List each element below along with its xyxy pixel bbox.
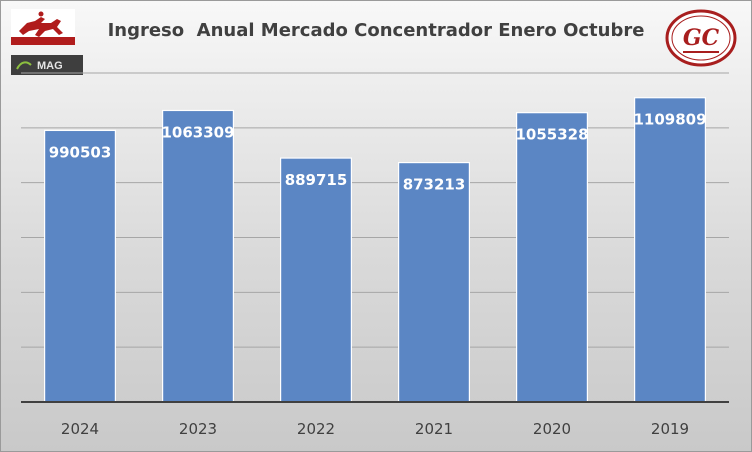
bar-2020 bbox=[515, 112, 588, 403]
bar-2023 bbox=[162, 109, 235, 403]
bar-2022 bbox=[280, 157, 353, 403]
x-tick-label-2023: 2023 bbox=[179, 420, 217, 438]
data-label-2023: 1063309 bbox=[161, 123, 234, 141]
data-label-2019: 1109809 bbox=[633, 111, 706, 129]
data-label-2021: 873213 bbox=[403, 176, 466, 194]
gc-text: GC bbox=[683, 25, 720, 51]
mag-text: MAG bbox=[37, 60, 63, 72]
bar-2024 bbox=[43, 129, 117, 403]
data-label-2024: 990503 bbox=[49, 143, 112, 161]
x-tick-label-2024: 2024 bbox=[61, 420, 99, 438]
mag-logo: MAG bbox=[11, 55, 83, 75]
data-label-2022: 889715 bbox=[285, 171, 348, 189]
horse-rider-logo bbox=[11, 9, 75, 45]
x-tick-label-2020: 2020 bbox=[533, 420, 571, 438]
gc-logo: GC bbox=[665, 9, 737, 67]
x-tick-label-2021: 2021 bbox=[415, 420, 453, 438]
data-label-2020: 1055328 bbox=[515, 126, 588, 144]
chart-title: Ingreso Anual Mercado Concentrador Enero… bbox=[107, 20, 645, 41]
bar-2019 bbox=[633, 97, 706, 403]
x-tick-label-2019: 2019 bbox=[651, 420, 689, 438]
x-tick-label-2022: 2022 bbox=[297, 420, 335, 438]
bar-2021 bbox=[398, 161, 471, 403]
